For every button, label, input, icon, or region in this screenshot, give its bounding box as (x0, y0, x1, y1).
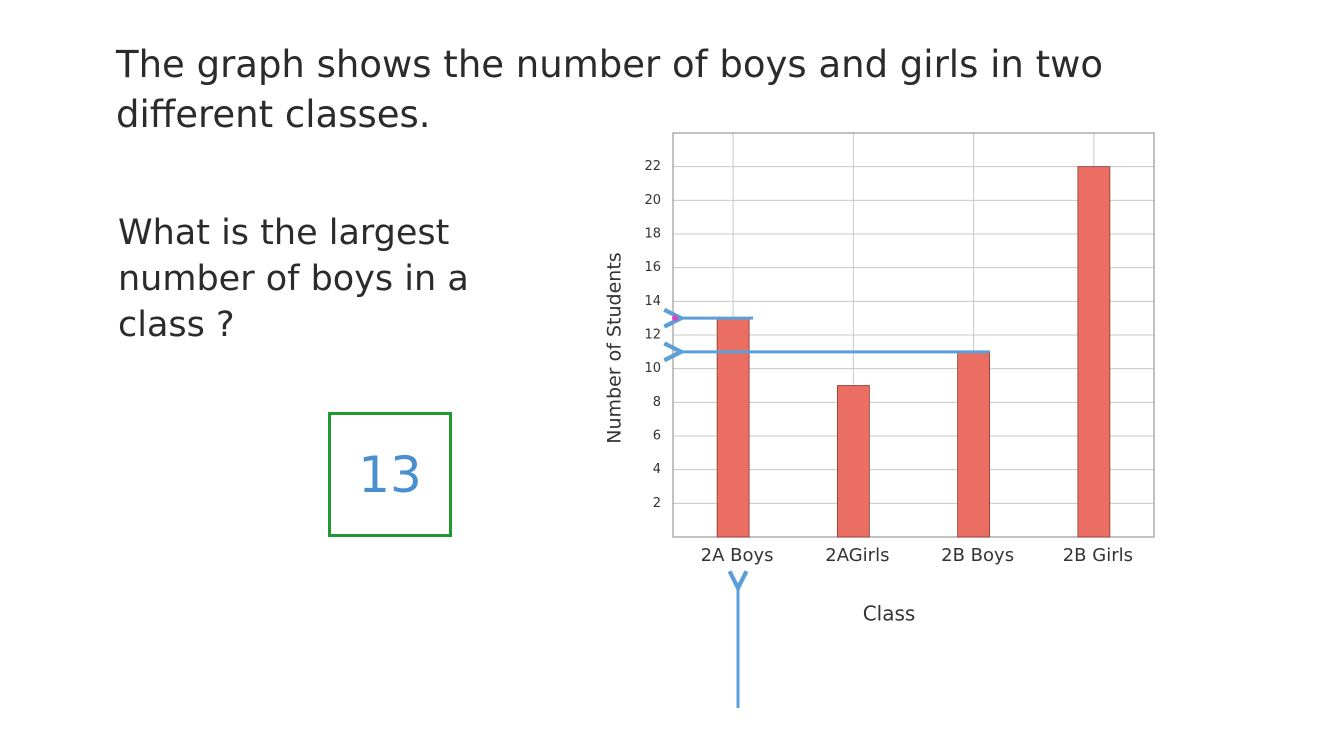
highlight-dot (672, 315, 678, 322)
y-tick-label: 12 (644, 328, 661, 343)
y-tick-label: 2 (653, 496, 661, 511)
y-tick-label: 14 (644, 294, 661, 309)
title: The graph shows the number of boys and g… (116, 43, 1104, 136)
x-tick-label: 2B Boys (941, 545, 1014, 566)
y-tick-label: 4 (653, 462, 661, 477)
x-axis-label: Class (863, 602, 916, 626)
y-tick-label: 10 (644, 361, 661, 376)
y-axis-label: Number of Students (604, 252, 626, 443)
bar (836, 385, 870, 538)
y-tick-label: 20 (644, 193, 661, 208)
question: What is the largest number of boys in a … (118, 213, 469, 345)
x-tick-label: 2A Boys (701, 545, 774, 566)
y-tick-label: 6 (653, 429, 661, 444)
y-tick-label: 22 (644, 159, 661, 174)
bar (1077, 166, 1111, 538)
answer-box: 13 (328, 412, 452, 537)
bar (716, 317, 750, 538)
y-tick-label: 8 (653, 395, 661, 410)
plot-frame (672, 132, 1155, 538)
y-tick-label: 16 (644, 260, 661, 275)
x-tick-label: 2B Girls (1063, 545, 1133, 566)
y-tick-label: 18 (644, 227, 661, 242)
x-tick-label: 2AGirls (825, 545, 889, 566)
bar (957, 351, 991, 538)
answer: 13 (358, 445, 422, 504)
